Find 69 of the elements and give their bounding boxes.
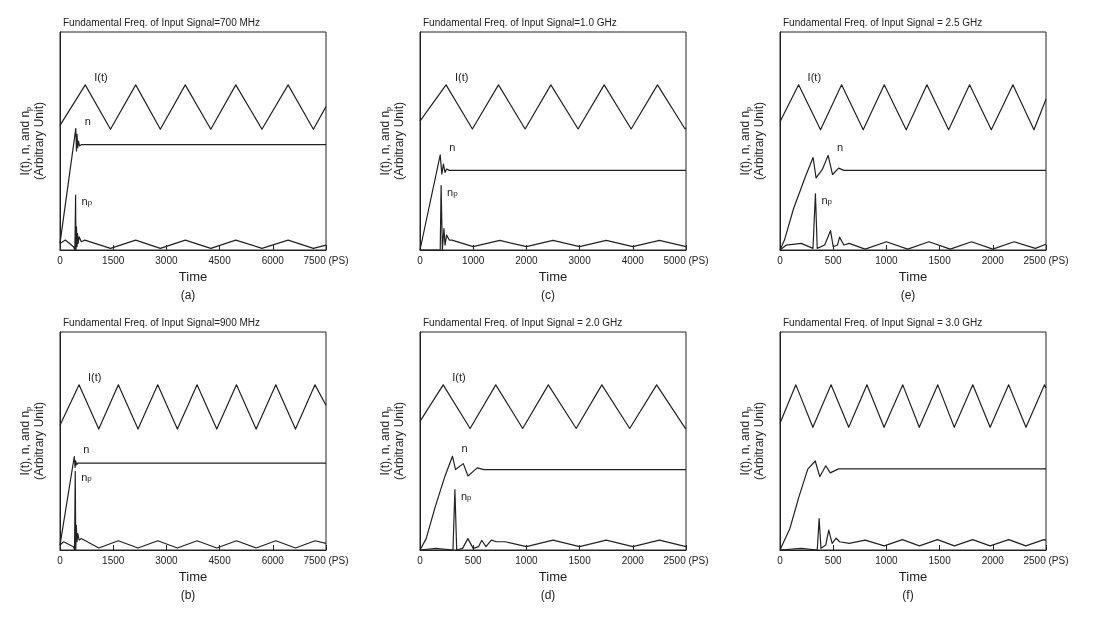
series-label: I(t) <box>452 370 466 383</box>
chart-title: Fundamental Freq. of Input Signal=700 MHz <box>63 16 261 28</box>
x-tick-label: 2000 <box>621 554 645 566</box>
x-tick-label: 2000 <box>981 554 1005 566</box>
x-tick-label: 6000 <box>261 254 285 266</box>
x-tick-label: 5000 (PS) <box>663 254 709 266</box>
x-tick-label: 0 <box>57 254 64 266</box>
x-tick-label: 1000 <box>462 254 485 266</box>
x-tick-label: 1500 <box>102 554 125 566</box>
series-label: n <box>84 114 91 127</box>
x-tick-label: 3000 <box>155 254 178 266</box>
x-tick-label: 2500 (PS) <box>1023 554 1069 566</box>
x-axis-title: Time <box>178 268 208 284</box>
text: (b) <box>180 588 196 602</box>
text: (d) <box>540 588 556 602</box>
x-tick-label: 4500 <box>208 254 232 266</box>
x-axis-title: Time <box>898 568 928 584</box>
series-label: n <box>449 140 456 153</box>
x-tick-label: 4000 <box>621 254 645 266</box>
x-tick-label: 1500 <box>928 254 952 266</box>
series-label: n <box>83 442 90 455</box>
x-tick-label: 0 <box>777 554 784 566</box>
x-axis-title: Time <box>538 568 568 584</box>
x-tick-label: 1500 <box>102 254 125 266</box>
text: (c) <box>541 288 555 302</box>
x-tick-label: 500 <box>824 554 842 566</box>
chart-title: Fundamental Freq. of Input Signal = 3.0 GHz <box>783 316 983 328</box>
chart-title: Fundamental Freq. of Input Signal=1.0 GHz <box>423 16 617 28</box>
chart-title: Fundamental Freq. of Input Signal = 2.0 GHz <box>423 316 623 328</box>
x-tick-label: 0 <box>57 554 64 566</box>
x-tick-label: 1000 <box>875 254 898 266</box>
x-tick-label: 1000 <box>875 554 898 566</box>
series-label: I(t) <box>94 70 108 83</box>
x-tick-label: 2500 (PS) <box>1023 254 1069 266</box>
x-tick-label: 0 <box>777 254 784 266</box>
x-axis-title: Time <box>178 568 208 584</box>
series-label: np <box>460 489 473 502</box>
x-tick-label: 1000 <box>515 554 538 566</box>
x-tick-label: 3000 <box>155 554 178 566</box>
x-tick-label: 4500 <box>208 554 232 566</box>
chart-title: Fundamental Freq. of Input Signal=900 MHz <box>63 316 261 328</box>
x-tick-label: 1500 <box>928 554 952 566</box>
series-label: np <box>447 185 459 198</box>
series-label: np <box>81 471 93 484</box>
series-label: np <box>81 195 93 207</box>
x-tick-label: 2000 <box>515 254 538 266</box>
x-tick-label: 0 <box>417 254 424 266</box>
series-label: I(t) <box>88 370 102 383</box>
series-label: I(t) <box>807 70 822 83</box>
chart-title: Fundamental Freq. of Input Signal = 2.5 GHz <box>783 16 983 28</box>
x-tick-label: 500 <box>464 554 482 566</box>
series-label: I(t) <box>455 70 469 83</box>
series-label: n <box>837 141 844 154</box>
x-axis-title: Time <box>538 268 568 284</box>
x-tick-label: 2500 (PS) <box>663 554 709 566</box>
text: (e) <box>900 288 916 302</box>
x-tick-label: 2000 <box>981 254 1005 266</box>
text: (f) <box>902 588 914 602</box>
text: (a) <box>180 288 196 302</box>
x-tick-label: 7500 (PS) <box>303 254 349 266</box>
x-tick-label: 1500 <box>568 554 592 566</box>
x-tick-label: 6000 <box>261 554 285 566</box>
x-tick-label: 3000 <box>568 254 592 266</box>
series-label: n <box>461 442 468 455</box>
series-label: np <box>821 193 833 206</box>
x-tick-label: 0 <box>417 554 424 566</box>
x-tick-label: 7500 (PS) <box>303 554 349 566</box>
x-tick-label: 500 <box>824 254 842 266</box>
x-axis-title: Time <box>898 268 928 284</box>
